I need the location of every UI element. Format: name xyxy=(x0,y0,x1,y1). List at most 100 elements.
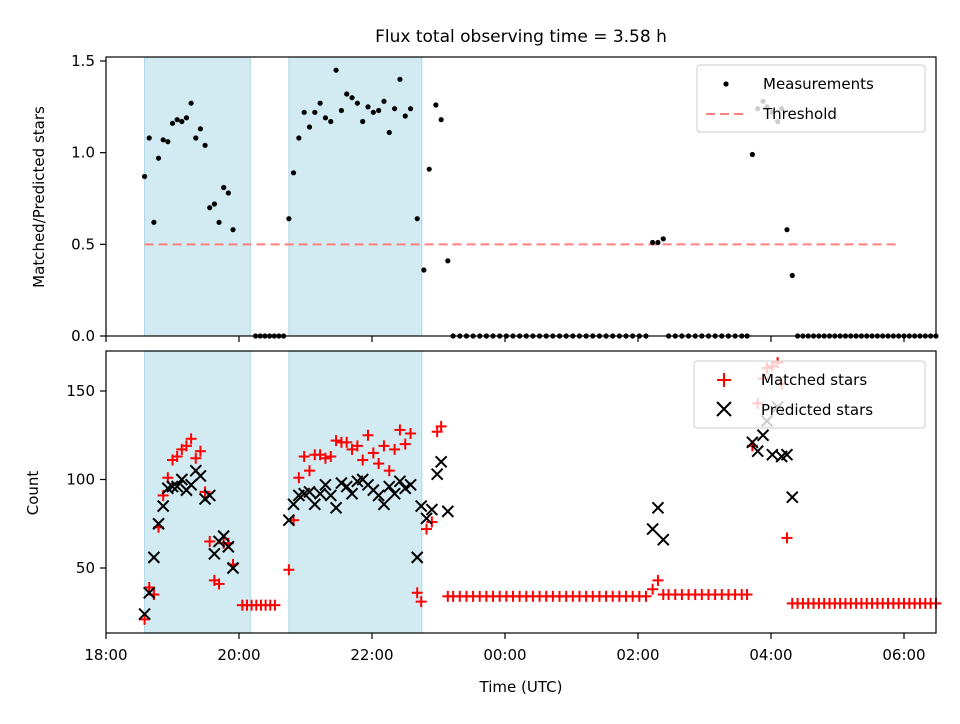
predicted-star-point xyxy=(319,478,332,492)
matched-star-point xyxy=(362,429,374,441)
x-tick-label: 06:00 xyxy=(882,646,925,664)
measurement-point xyxy=(414,216,420,222)
top-y-tick-label: 1.0 xyxy=(71,144,95,162)
matched-star-point xyxy=(399,438,411,450)
predicted-star-point xyxy=(393,475,407,488)
measurement-point xyxy=(650,239,656,246)
x-tick-label: 04:00 xyxy=(749,646,792,664)
matched-star-point xyxy=(394,424,406,436)
predicted-star-point xyxy=(217,529,230,543)
predicted-star-point xyxy=(222,540,235,553)
predicted-star-point xyxy=(340,480,353,493)
measurement-point xyxy=(290,170,297,176)
x-tick-label: 20:00 xyxy=(217,646,260,664)
measurement-point xyxy=(402,113,408,119)
top-observing-span xyxy=(288,56,423,337)
measurement-point xyxy=(338,107,345,114)
measurement-point xyxy=(397,76,403,82)
measurement-point xyxy=(322,115,329,121)
predicted-star-point xyxy=(147,551,161,564)
predicted-star-point xyxy=(152,517,165,530)
matched-star-point xyxy=(298,450,310,462)
bottom-y-tick-label: 150 xyxy=(66,382,95,400)
measurement-point xyxy=(183,115,190,121)
measurement-point xyxy=(445,258,451,264)
measurement-point xyxy=(407,106,414,112)
top-y-tick-label: 0.0 xyxy=(71,327,95,345)
matched-star-point xyxy=(325,450,337,462)
measurement-point xyxy=(421,267,427,273)
matched-star-point xyxy=(357,454,369,466)
measurement-point xyxy=(301,109,307,115)
measurement-point xyxy=(360,118,366,125)
measurement-point xyxy=(225,190,231,196)
predicted-star-point xyxy=(411,551,424,564)
top-x-ticks xyxy=(105,336,905,342)
measurement-point xyxy=(141,173,148,180)
predicted-star-point xyxy=(746,436,759,449)
measurement-point xyxy=(386,129,392,136)
matched-star-point xyxy=(341,436,353,448)
matched-star-point xyxy=(351,440,363,452)
measurement-point xyxy=(165,139,171,145)
predicted-star-point xyxy=(646,522,659,536)
top-y-tick-label: 0.5 xyxy=(71,235,95,253)
measurement-point xyxy=(146,135,152,141)
predicted-star-point xyxy=(345,487,359,500)
measurement-point xyxy=(230,227,236,233)
measurement-point xyxy=(151,219,157,225)
matched-star-point xyxy=(204,535,216,547)
matched-star-point xyxy=(139,613,151,625)
matched-star-point xyxy=(269,599,281,611)
measurement-point xyxy=(660,236,666,242)
bottom-y-tick-label: 50 xyxy=(76,559,95,577)
predicted-star-point xyxy=(208,547,221,561)
matched-star-point xyxy=(647,583,659,595)
measurement-point xyxy=(193,135,199,141)
bottom-observing-span xyxy=(144,350,251,634)
matched-star-point xyxy=(171,450,183,462)
matched-star-point xyxy=(411,587,423,599)
predicted-star-point xyxy=(388,487,401,500)
predicted-star-point xyxy=(434,455,448,469)
predicted-star-point xyxy=(372,489,385,502)
predicted-star-point xyxy=(166,480,179,493)
measurement-point xyxy=(312,109,318,115)
matched-star-point xyxy=(741,589,753,601)
top-y-ticks: 0.0 0.5 1.0 1.5 xyxy=(71,52,106,345)
measurement-point xyxy=(370,109,376,115)
predicted-star-point xyxy=(313,487,327,500)
measurement-point xyxy=(296,135,302,141)
measurement-point xyxy=(354,100,360,106)
measurement-point xyxy=(188,100,194,106)
measurement-point xyxy=(221,184,227,191)
legend-predicted-marker xyxy=(716,401,732,417)
measurement-point xyxy=(179,118,185,125)
top-legend: Measurements Threshold xyxy=(696,64,926,133)
matched-star-point xyxy=(293,472,305,484)
predicted-star-point xyxy=(780,448,794,461)
legend-predicted-label: Predicted stars xyxy=(761,401,873,419)
measurement-point xyxy=(169,120,176,126)
bottom-y-ticks: 50 100 150 xyxy=(66,382,106,577)
predicted-star-point xyxy=(377,498,391,511)
predicted-star-point xyxy=(143,586,156,599)
matched-star-point xyxy=(213,578,225,590)
matched-star-point xyxy=(405,427,417,439)
predicted-star-point xyxy=(766,448,779,461)
x-tick-label: 02:00 xyxy=(616,646,659,664)
predicted-star-point xyxy=(303,485,316,499)
predicted-star-point xyxy=(657,533,670,546)
bottom-legend: Matched stars Predicted stars xyxy=(693,360,926,429)
x-tick-label: 22:00 xyxy=(350,646,393,664)
top-observing-span xyxy=(144,56,251,337)
measurement-point xyxy=(207,205,213,211)
measurement-point xyxy=(365,104,371,110)
measurement-point xyxy=(306,124,313,130)
predicted-star-point xyxy=(383,480,396,493)
measurement-point xyxy=(216,219,222,225)
matched-star-point xyxy=(421,523,433,535)
legend-measurements-marker xyxy=(723,81,729,87)
bottom-x-ticks: 18:00 20:00 22:00 00:00 02:00 04:00 06:00 xyxy=(84,633,926,664)
